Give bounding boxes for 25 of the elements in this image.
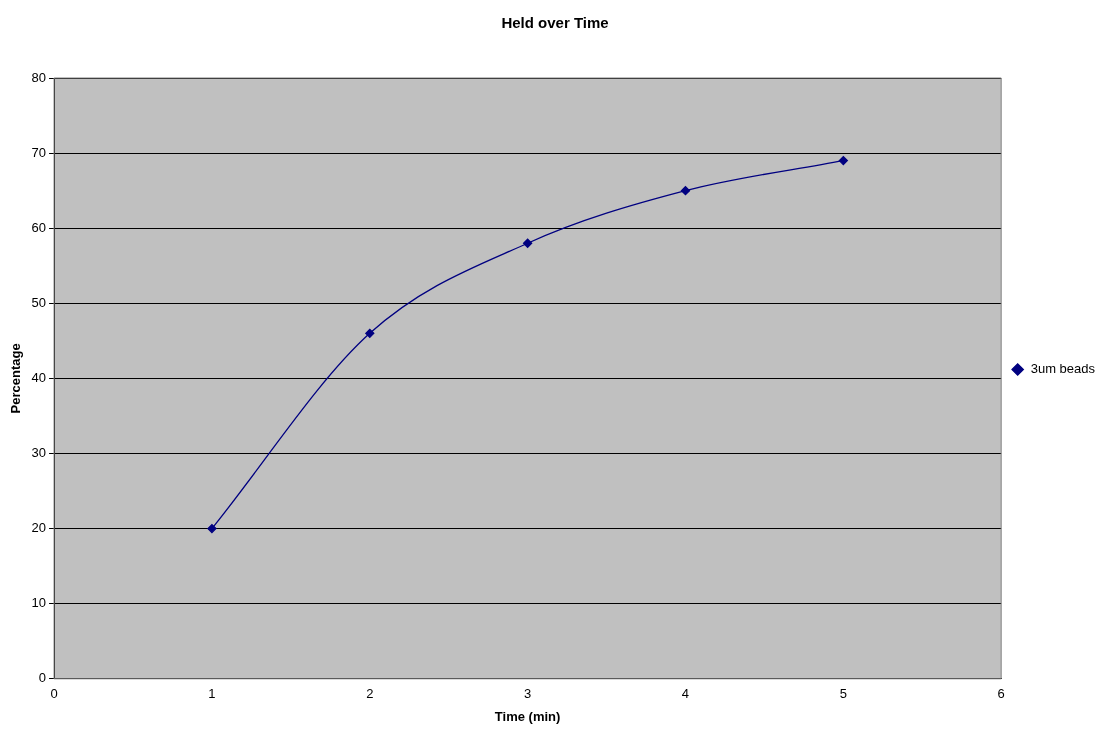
y-tick-label: 0 [38, 670, 47, 686]
x-tick-label: 5 [839, 686, 847, 702]
chart-title: Held over Time [501, 14, 609, 32]
x-tick-label: 0 [50, 686, 58, 702]
point [365, 328, 375, 338]
point [680, 186, 691, 196]
point [838, 155, 848, 166]
legend-label: 3um beads [1030, 361, 1096, 377]
x-tick-label: 4 [681, 686, 690, 702]
y-tick-label: 50 [31, 294, 47, 310]
y-tick-label: 60 [31, 219, 47, 235]
y-tick-label: 80 [31, 69, 47, 85]
y-tick-label: 30 [31, 445, 47, 461]
y-tick-label: 20 [31, 520, 47, 536]
point [207, 523, 217, 534]
x-tick-label: 6 [997, 686, 1005, 702]
x-tick-label: 1 [208, 686, 216, 702]
y-axis-title: Percentage [8, 343, 24, 414]
x-tick-label: 2 [366, 686, 374, 702]
y-tick-label: 40 [31, 369, 47, 385]
x-axis-title: Time (min) [494, 708, 561, 724]
y-tick-label: 10 [31, 595, 47, 611]
x-tick-label: 3 [524, 686, 532, 702]
y-tick-label: 70 [31, 144, 47, 160]
point [522, 238, 533, 248]
